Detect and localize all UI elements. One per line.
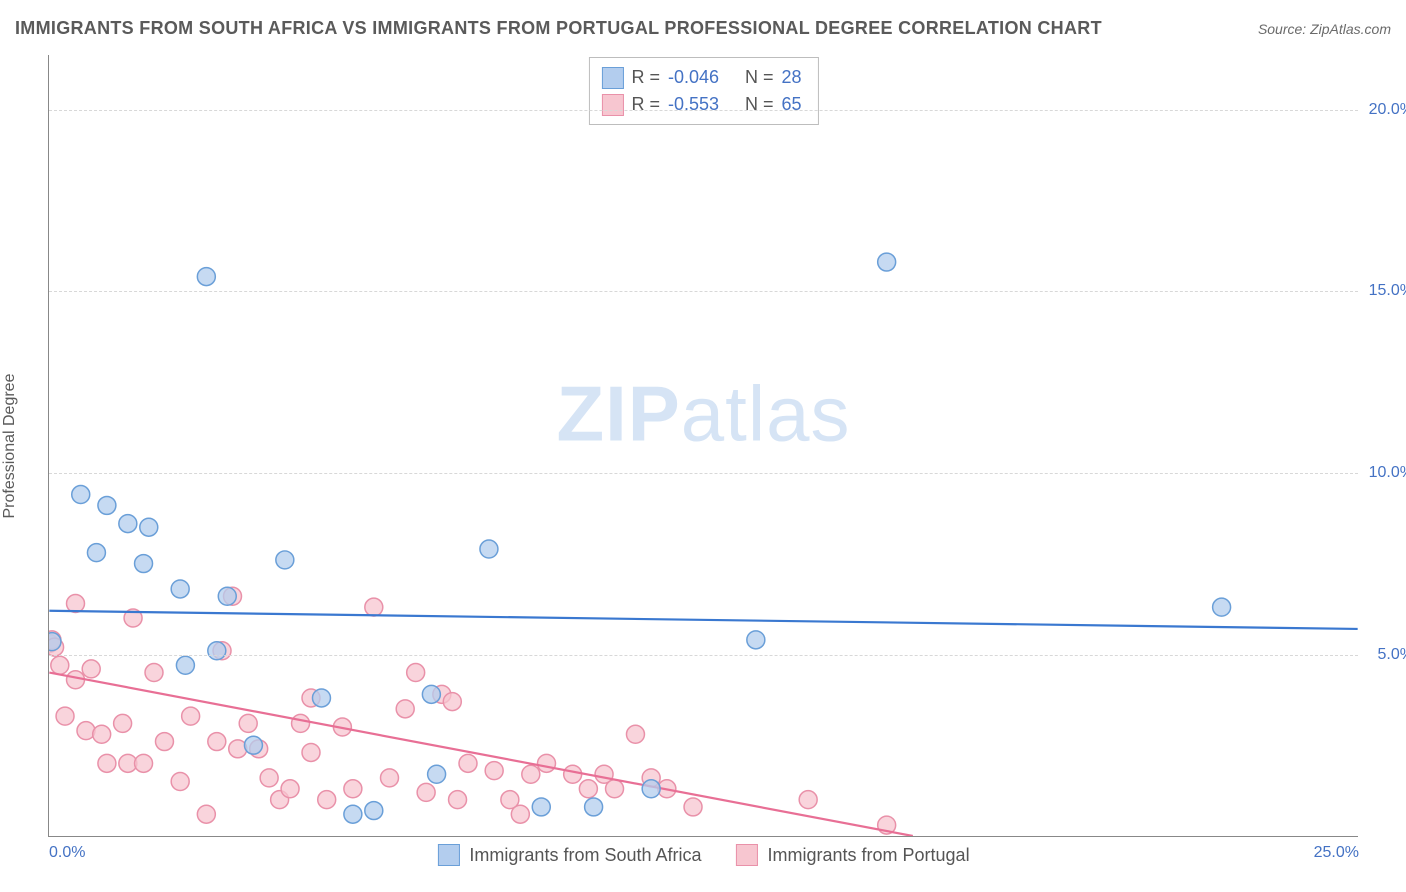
y-tick-label: 15.0%: [1369, 282, 1406, 300]
swatch-sa: [601, 67, 623, 89]
gridline: [49, 473, 1358, 474]
gridline: [49, 291, 1358, 292]
chart-title: IMMIGRANTS FROM SOUTH AFRICA VS IMMIGRAN…: [15, 18, 1102, 39]
n-label: N =: [745, 64, 774, 91]
source-link[interactable]: ZipAtlas.com: [1310, 21, 1391, 37]
r-value-pt: -0.553: [668, 91, 719, 118]
plot-area: ZIPatlas R = -0.046 N = 28 R = -0.553 N …: [48, 55, 1358, 837]
plot-svg: [49, 55, 1358, 836]
stat-row-sa: R = -0.046 N = 28: [601, 64, 801, 91]
title-bar: IMMIGRANTS FROM SOUTH AFRICA VS IMMIGRAN…: [15, 18, 1391, 39]
source-prefix: Source:: [1258, 21, 1310, 37]
legend-item-pt: Immigrants from Portugal: [736, 844, 970, 866]
r-label: R =: [631, 64, 660, 91]
stat-legend: R = -0.046 N = 28 R = -0.553 N = 65: [588, 57, 818, 125]
y-tick-label: 20.0%: [1369, 101, 1406, 119]
watermark-rest: atlas: [681, 370, 851, 458]
watermark: ZIPatlas: [556, 369, 850, 460]
y-tick-label: 5.0%: [1378, 646, 1406, 664]
n-label-2: N =: [745, 91, 774, 118]
n-value-pt: 65: [782, 91, 802, 118]
legend-swatch-pt: [736, 844, 758, 866]
source-attribution: Source: ZipAtlas.com: [1258, 21, 1391, 37]
r-value-sa: -0.046: [668, 64, 719, 91]
gridline: [49, 655, 1358, 656]
legend-item-sa: Immigrants from South Africa: [437, 844, 701, 866]
legend-label-sa: Immigrants from South Africa: [469, 845, 701, 866]
legend-label-pt: Immigrants from Portugal: [768, 845, 970, 866]
gridline: [49, 110, 1358, 111]
watermark-bold: ZIP: [556, 370, 680, 458]
swatch-pt: [601, 94, 623, 116]
x-tick-label: 25.0%: [1314, 844, 1359, 862]
n-value-sa: 28: [782, 64, 802, 91]
stat-row-pt: R = -0.553 N = 65: [601, 91, 801, 118]
legend-swatch-sa: [437, 844, 459, 866]
series-legend: Immigrants from South Africa Immigrants …: [437, 844, 969, 866]
y-axis-label: Professional Degree: [1, 374, 19, 519]
r-label-2: R =: [631, 91, 660, 118]
x-tick-label: 0.0%: [49, 844, 85, 862]
y-tick-label: 10.0%: [1369, 464, 1406, 482]
